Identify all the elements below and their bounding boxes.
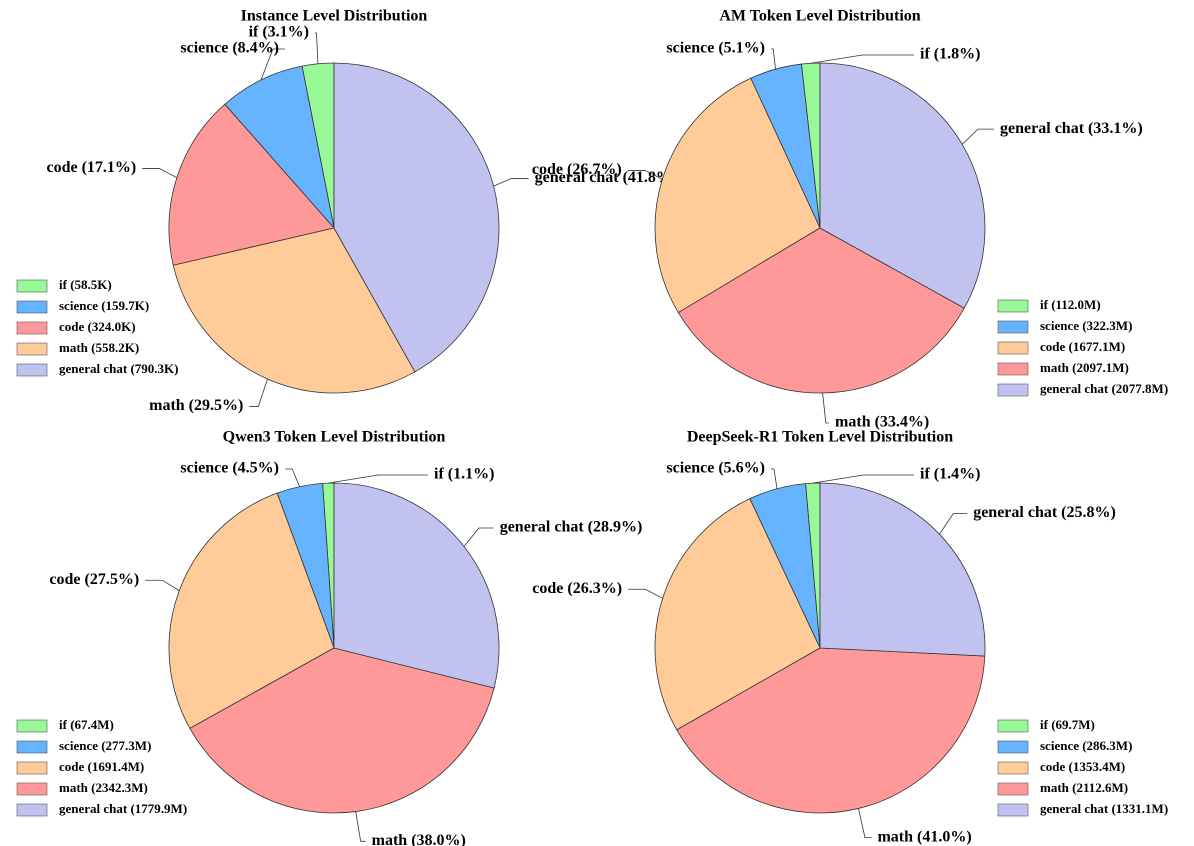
legend-label: math (2097.1M) [1040,360,1129,375]
legend-swatch [16,321,48,335]
slice-label: general chat (28.9%) [500,519,643,536]
slice-label: science (8.4%) [180,40,279,57]
pie-slice [677,227,965,394]
legend-label: math (558.2K) [59,340,139,355]
leader-line [145,579,180,591]
legend-swatch [997,341,1029,355]
slice-label: math (41.0%) [877,828,971,845]
legend-label: science (277.3M) [59,738,151,753]
pie-slice [819,62,986,309]
pie-slice [819,482,986,657]
slice-label: general chat (41.8%) [535,169,678,186]
slice-label: code (27.5%) [49,571,139,588]
slice-label: math (29.5%) [149,397,243,414]
pie-slice [168,103,335,266]
legend-label: if (67.4M) [59,717,114,732]
pie-slice [172,227,416,394]
leader-line [142,168,178,179]
legend-swatch [16,740,48,754]
slice-label: science (5.6%) [666,460,765,477]
legend-label: science (322.3M) [1040,318,1132,333]
chart-title: DeepSeek-R1 Token Level Distribution [687,429,953,446]
pie-slice [676,647,986,814]
legend-swatch [997,803,1029,817]
pie-slice [333,62,500,373]
legend-swatch [997,320,1029,334]
leader-line [315,32,319,64]
legend-swatch [16,300,48,314]
legend-swatch [16,761,48,775]
slice-label: code (26.3%) [532,580,622,597]
slice-label: math (38.0%) [372,832,466,846]
legend-label: if (112.0M) [1040,297,1101,312]
slice-label: general chat (25.8%) [973,504,1116,521]
legend-label: code (1691.4M) [59,759,144,774]
leader-line [285,468,300,487]
legend-label: code (324.0K) [59,319,136,334]
legend-label: general chat (1779.9M) [59,801,187,816]
legend-label: general chat (1331.1M) [1040,801,1168,816]
leader-line [812,474,914,484]
chart-title: AM Token Level Distribution [719,8,920,25]
leader-line [355,811,366,842]
leader-line [627,170,663,180]
pie-slice [654,498,821,731]
slice-label: if (1.1%) [434,466,494,483]
leader-line [939,513,968,535]
legend-swatch [997,299,1029,313]
pie-slice [224,65,335,230]
leader-line [858,808,872,839]
leader-line [249,378,268,407]
leader-line [260,48,285,81]
legend-label: science (159.7K) [59,298,149,313]
leader-line [493,178,529,187]
legend-label: if (58.5K) [59,277,112,292]
legend-label: math (2112.6M) [1040,780,1128,795]
legend-label: science (286.3M) [1040,738,1132,753]
legend-swatch [16,782,48,796]
legend-swatch [16,719,48,733]
legend-swatch [997,383,1029,397]
chart-title: Instance Level Distribution [241,8,428,25]
legend-swatch [16,363,48,377]
legend-label: general chat (2077.8M) [1040,381,1168,396]
pie-slice [168,492,335,729]
leader-line [961,128,995,145]
legend-swatch [16,279,48,293]
slice-label: if (3.1%) [249,24,309,41]
slice-label: code (17.1%) [47,159,137,176]
slice-label: math (33.4%) [835,414,929,431]
slice-label: science (4.5%) [180,460,279,477]
legend-swatch [997,740,1029,754]
pie-slice [189,647,495,814]
slice-label: general chat (33.1%) [1000,120,1143,137]
legend-label: general chat (790.3K) [59,361,179,376]
leader-line [771,468,778,489]
legend-swatch [997,362,1029,376]
slice-label: if (1.8%) [920,46,980,63]
chart-title: Qwen3 Token Level Distribution [223,429,446,446]
leader-line [328,474,428,484]
leader-line [822,392,830,424]
leader-line [810,54,914,64]
legend-label: if (69.7M) [1040,717,1095,732]
legend-label: code (1353.4M) [1040,759,1125,774]
legend-swatch [16,803,48,817]
slice-label: if (1.4%) [920,466,980,483]
legend-swatch [997,761,1029,775]
legend-swatch [997,782,1029,796]
legend-label: code (1677.1M) [1040,339,1125,354]
slice-label: code (26.7%) [532,161,622,178]
legend-swatch [997,719,1029,733]
legend-label: math (2342.3M) [59,780,148,795]
leader-line [771,48,776,70]
leader-line [628,588,663,599]
slice-label: science (5.1%) [666,40,765,57]
legend-swatch [16,342,48,356]
leader-line [463,527,494,547]
